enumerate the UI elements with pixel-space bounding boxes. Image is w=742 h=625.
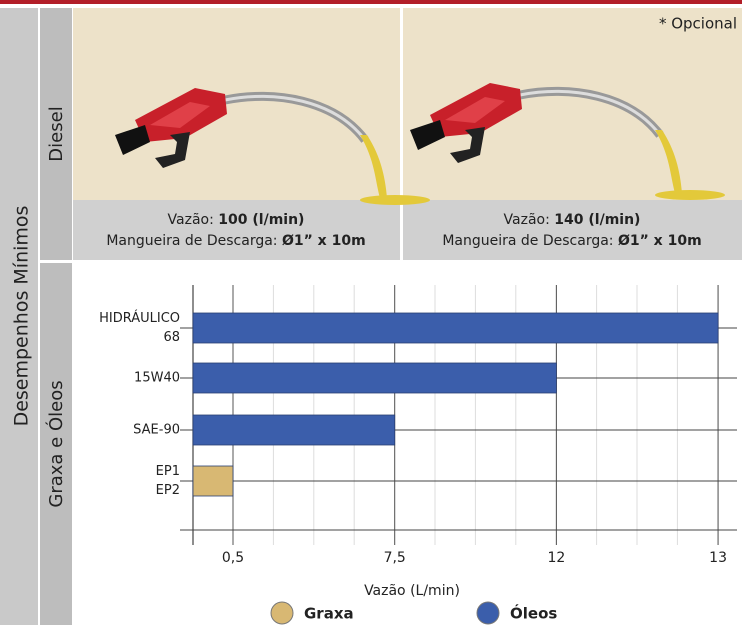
legend-swatch (477, 602, 499, 624)
panel-caption-bg (403, 200, 742, 260)
x-axis-label: Vazão (L/min) (364, 583, 460, 599)
flow-label: Vazão: (504, 212, 550, 228)
x-tick-label: 13 (709, 550, 727, 566)
x-tick-label: 0,5 (222, 550, 244, 566)
legend-label: Óleos (510, 604, 557, 623)
flow-text: Vazão: 140 (l/min) (504, 212, 641, 228)
y-tick-label: EP1 (156, 464, 180, 479)
y-tick-label: SAE-90 (133, 423, 180, 438)
bar (193, 363, 556, 393)
bar (193, 466, 233, 496)
y-tick-label: EP2 (156, 483, 180, 498)
y-tick-label: 68 (163, 330, 180, 345)
page: Desempenhos Mínimos Diesel Graxa e Óleos… (0, 0, 742, 625)
top-rule (0, 0, 742, 4)
hose-value: Ø1” x 10m (618, 233, 702, 249)
chart: 0,5 7,5 12 13 HIDRÁULICO 68 15W40 SAE-90 EP1 EP2 V… (99, 285, 737, 624)
legend-label: Graxa (304, 605, 354, 623)
y-tick-label: HIDRÁULICO (99, 310, 180, 326)
flow-value: 100 (l/min) (218, 212, 304, 228)
section-title: Graxa e Óleos (45, 380, 67, 507)
x-tick-label: 12 (547, 550, 565, 566)
hose-label: Mangueira de Descarga: (442, 233, 613, 249)
y-tick-label: 15W40 (134, 371, 180, 386)
hose-text: Mangueira de Descarga: Ø1” x 10m (442, 233, 701, 249)
flow-text: Vazão: 100 (l/min) (168, 212, 305, 228)
x-tick-label: 7,5 (384, 550, 406, 566)
panel-image (73, 8, 400, 200)
flow-label: Vazão: (168, 212, 214, 228)
hose-label: Mangueira de Descarga: (106, 233, 277, 249)
panel-caption-bg (73, 200, 400, 260)
legend-swatch (271, 602, 293, 624)
section-title: Diesel (46, 106, 67, 161)
infographic: Desempenhos Mínimos Diesel Graxa e Óleos… (0, 0, 742, 625)
flow-value: 140 (l/min) (554, 212, 640, 228)
bar (193, 313, 718, 343)
note: * Opcional (659, 15, 737, 33)
hose-text: Mangueira de Descarga: Ø1” x 10m (106, 233, 365, 249)
side-title: Desempenhos Mínimos (11, 206, 33, 427)
hose-value: Ø1” x 10m (282, 233, 366, 249)
bar (193, 415, 395, 445)
